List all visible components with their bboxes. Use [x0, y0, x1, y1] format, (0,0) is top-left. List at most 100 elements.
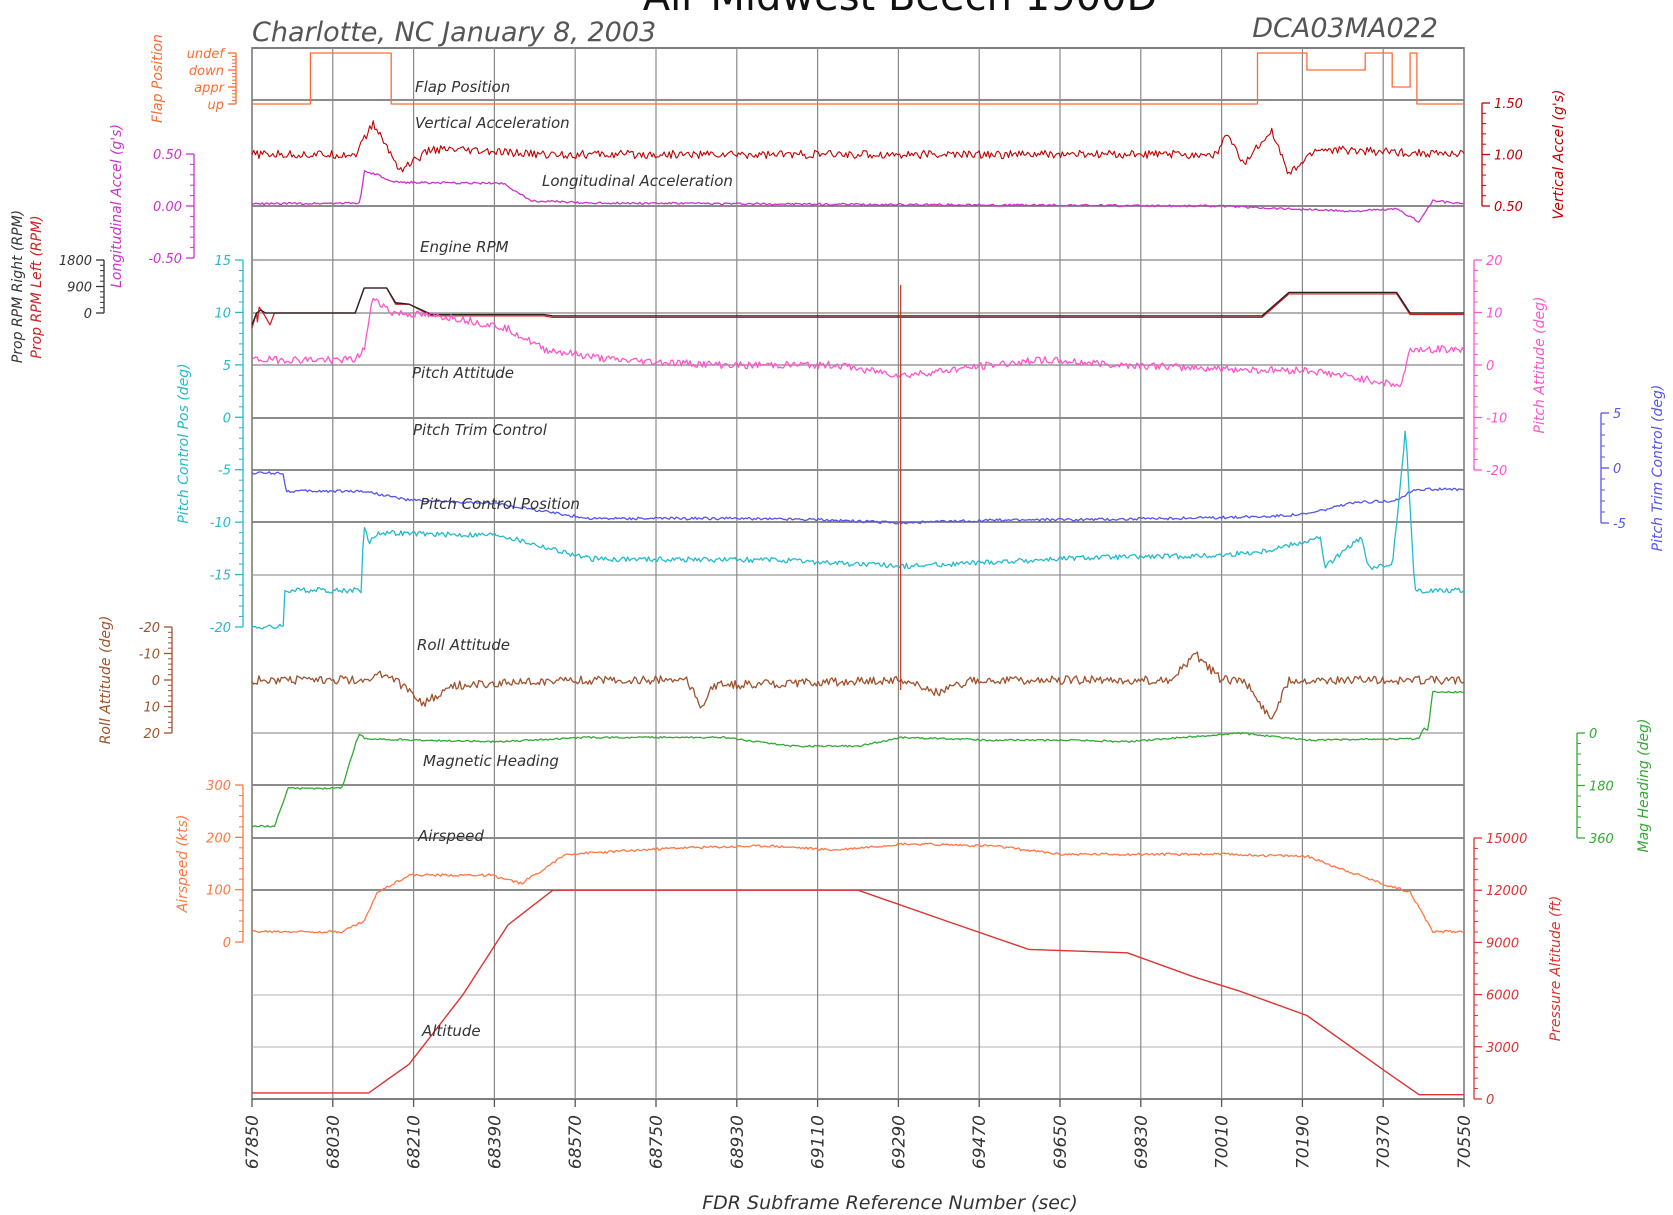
axis-tick-label-pitch-ctrl: -10	[210, 516, 231, 531]
x-tick-label: 68210	[405, 1115, 425, 1169]
axis-label-roll: Roll Attitude (deg)	[98, 616, 114, 745]
axis-label-pitch-ctrl: Pitch Control Pos (deg)	[176, 363, 192, 523]
series-line-heading	[251, 690, 1465, 828]
x-tick-label: 69830	[1132, 1115, 1152, 1169]
axis-altitude: 15000 12000 9000 6000 3000 0 Pressure Altitude…	[1473, 832, 1564, 1108]
axis-tick-label-rpm: 0	[84, 307, 92, 322]
axis-tick-label-pitch-ctrl: -15	[210, 569, 231, 584]
axis-tick-label-roll: -10	[139, 648, 160, 663]
axis-heading: 0 180 360 Mag Heading (deg)	[1576, 718, 1652, 853]
series-line-pitch_att	[251, 297, 1465, 388]
series-line-altitude	[252, 889, 1464, 1096]
series-line-rpm_right	[251, 287, 1464, 326]
series-line-pitch_trim	[251, 471, 1464, 525]
axis-tick-label-pitch-att: -10	[1486, 412, 1507, 427]
axis-tick-label-roll: 0	[152, 674, 160, 689]
series-line-vert_accel	[251, 120, 1465, 175]
x-tick-label: 69650	[1051, 1115, 1071, 1169]
axis-label-pitch-att: Pitch Attitude (deg)	[1532, 297, 1548, 434]
series-line-airspeed	[251, 842, 1465, 934]
axis-tick-label-pitch-trim: 0	[1613, 462, 1621, 477]
axis-roll: -20 -10 0 10 20 Roll Attitude (deg)	[98, 616, 173, 745]
axis-tick-label-long-accel: 0.50	[153, 148, 182, 163]
panel-label-vert-accel: Vertical Acceleration	[415, 114, 570, 132]
axis-rpm: 1800 900 0 Prop RPM Right (RPM)	[10, 210, 105, 363]
axis-tick-label-pitch-ctrl: -20	[210, 621, 231, 636]
side-axes: undef down appr up Flap Position 0.50 0.00 -0.5…	[10, 34, 1666, 1108]
axis-label-altitude: Pressure Altitude (ft)	[1548, 896, 1564, 1042]
axis-tick-label-flap: down	[189, 64, 224, 79]
x-tick-label: 69290	[889, 1115, 909, 1169]
axis-tick-label-altitude: 0	[1486, 1093, 1494, 1108]
panel-label-pitch-ctrl: Pitch Control Position	[420, 495, 580, 513]
x-axis: 67850 68030 68210 68390 68570 68750 68930 69110…	[243, 1099, 1475, 1169]
axis-pitch-ctrl: 15 10 5 0 -5 -10 -15 -20 Pitch Control Pos (deg)	[176, 254, 244, 636]
panel-label-pitch-trim: Pitch Trim Control	[413, 421, 548, 439]
axis-label-airspeed: Airspeed (kts)	[175, 815, 191, 914]
series-line-pitch_ctrl	[251, 430, 1465, 630]
chart-case-number: DCA03MA022	[1252, 13, 1438, 44]
axis-tick-label-long-accel: 0.00	[153, 200, 182, 215]
x-tick-label: 70370	[1374, 1115, 1394, 1169]
axis-tick-label-pitch-ctrl: 0	[223, 411, 231, 426]
x-tick-label: 68390	[485, 1115, 505, 1169]
x-tick-label: 70010	[1213, 1115, 1233, 1169]
x-tick-label: 68750	[647, 1115, 667, 1169]
x-tick-label: 68570	[566, 1115, 586, 1169]
x-tick-label: 68030	[324, 1115, 344, 1169]
axis-tick-label-pitch-att: 20	[1486, 254, 1503, 269]
axis-tick-label-heading: 0	[1589, 727, 1597, 742]
axis-tick-label-altitude: 12000	[1486, 884, 1527, 899]
x-tick-label: 67850	[243, 1115, 263, 1169]
panel-label-heading: Magnetic Heading	[423, 752, 559, 770]
axis-tick-label-pitch-trim: 5	[1613, 407, 1621, 422]
series-line-long_accel	[251, 170, 1465, 223]
axis-label-pitch-trim: Pitch Trim Control (deg)	[1650, 385, 1666, 552]
axis-tick-label-altitude: 9000	[1486, 936, 1519, 951]
axis-label-long-accel: Longitudinal Accel (g's)	[109, 124, 125, 288]
axis-tick-label-airspeed: 300	[206, 779, 231, 794]
axis-tick-label-pitch-ctrl: 15	[214, 254, 231, 269]
axis-long-accel: 0.50 0.00 -0.50 Longitudinal Accel (g's)	[109, 124, 195, 288]
axis-airspeed: 300 200 100 0 Airspeed (kts)	[175, 779, 244, 951]
axis-tick-label-vert-accel: 1.00	[1494, 149, 1523, 164]
x-tick-label: 68930	[728, 1115, 748, 1169]
chart-title: Air Midwest Beech 1900D	[643, 0, 1158, 20]
axis-tick-label-airspeed: 100	[206, 884, 231, 899]
axis-flap: undef down appr up Flap Position	[150, 34, 237, 123]
axis-pitch-trim: 5 0 -5 Pitch Trim Control (deg)	[1600, 385, 1666, 552]
axis-vert-accel: 1.50 1.00 0.50 Vertical Accel (g's)	[1481, 90, 1567, 220]
axis-pitch-att: 20 10 0 -10 -20 Pitch Attitude (deg)	[1473, 254, 1548, 479]
axis-tick-label-altitude: 15000	[1486, 832, 1527, 847]
axis-tick-label-rpm: 1800	[59, 254, 92, 269]
plot-grid	[251, 48, 1465, 1099]
axis-tick-label-roll: 20	[143, 727, 160, 742]
axis-tick-label-flap: up	[208, 98, 225, 113]
axis-tick-label-airspeed: 0	[223, 936, 231, 951]
axis-tick-label-pitch-ctrl: 5	[223, 359, 231, 374]
axis-tick-label-pitch-ctrl: 10	[214, 306, 231, 321]
axis-tick-label-roll: -20	[139, 621, 160, 636]
axis-label-flap: Flap Position	[150, 34, 166, 123]
series-line-roll	[251, 651, 1465, 720]
panel-label-long-accel: Longitudinal Acceleration	[542, 172, 733, 190]
axis-tick-label-heading: 360	[1589, 832, 1614, 847]
axis-tick-label-long-accel: -0.50	[148, 252, 182, 267]
axis-tick-label-flap: appr	[194, 81, 225, 96]
axis-tick-label-vert-accel: 1.50	[1494, 97, 1523, 112]
x-tick-label: 70190	[1293, 1115, 1313, 1169]
series-line-flap	[252, 52, 1464, 105]
axis-tick-label-pitch-att: 10	[1486, 307, 1503, 322]
panel-label-flap: Flap Position	[415, 78, 510, 96]
panel-label-pitch-att: Pitch Attitude	[412, 364, 514, 382]
data-series	[251, 52, 1465, 1096]
axis-tick-label-altitude: 3000	[1486, 1041, 1519, 1056]
axis-label-vert-accel: Vertical Accel (g's)	[1551, 90, 1567, 220]
axis-tick-label-pitch-ctrl: -5	[218, 464, 231, 479]
panel-label-rpm: Engine RPM	[420, 238, 509, 256]
axis-label-rpm: Prop RPM Right (RPM)	[10, 210, 26, 363]
axis-tick-label-pitch-att: -20	[1486, 464, 1507, 479]
axis-tick-label-rpm: 900	[67, 281, 92, 296]
x-tick-label: 70550	[1455, 1115, 1475, 1169]
